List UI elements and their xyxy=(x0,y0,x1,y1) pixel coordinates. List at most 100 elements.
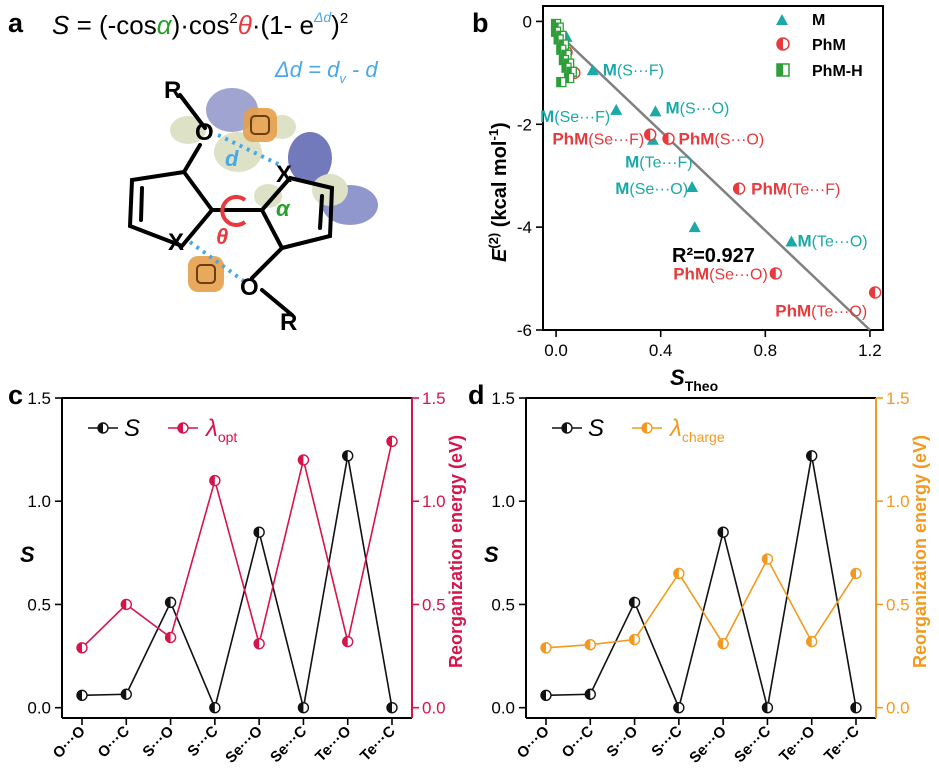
delta-d-definition: Δd = dv - d xyxy=(274,57,378,86)
y-right-tick-label: 0.0 xyxy=(422,699,446,718)
bond xyxy=(260,288,294,317)
series-line-s xyxy=(545,455,857,711)
orbital-lobes xyxy=(170,88,378,225)
orange-orbital xyxy=(188,256,224,292)
thiophene-left xyxy=(127,170,215,249)
x-tick-label: 0.8 xyxy=(753,341,777,360)
point-label: PhM(S···O) xyxy=(679,130,765,149)
legend-label-lambda-main: λ xyxy=(204,415,218,442)
point-lambda-fill xyxy=(387,436,392,447)
y-axis-label-main: E xyxy=(489,248,511,262)
panel-c-line-chart: c 0.0 0.00.5 0.51.0 1.01.5 1.5O···O O···C S···… xyxy=(8,380,466,767)
delta-sub: v xyxy=(339,71,347,86)
point-s-fill xyxy=(254,527,260,538)
legend-marker-s-fill xyxy=(98,423,103,433)
fit-line xyxy=(555,30,871,331)
legend-marker-square-fill xyxy=(777,64,783,76)
point-s-fill xyxy=(585,689,591,700)
point-label-bold: M xyxy=(615,179,629,198)
point-phm-fill xyxy=(869,286,876,298)
y-axis-label-sup: (2) xyxy=(486,233,501,249)
point-s-fill xyxy=(77,690,82,701)
legend-item-phm: PhM xyxy=(776,37,846,54)
point-lambda-fill xyxy=(762,554,768,565)
point-label-bold: PhM xyxy=(775,301,811,320)
y-right-tick-label: 0.5 xyxy=(886,595,910,614)
scatter-points xyxy=(550,18,882,299)
y-left-tick-label: 1.5 xyxy=(491,389,515,408)
formula-sup2: 2 xyxy=(229,10,237,27)
point-lambda-fill xyxy=(718,638,724,649)
orbital-lobe xyxy=(288,132,332,184)
y-left-tick-label: 0.0 xyxy=(491,699,515,718)
orbital-lobe xyxy=(170,116,206,144)
point-label-bold: PhM xyxy=(751,180,787,199)
panel-a-molecule: a S = (-cosα)·cos2θ·(1- eΔd)2 Δd = dv - … xyxy=(8,8,378,336)
point-label: PhM(Se···O) xyxy=(673,264,768,283)
point-phm-h-fill xyxy=(554,34,559,44)
y-left-tick-label: 1.0 xyxy=(27,492,51,511)
y-axis-right-label: Reorganization energy (eV) xyxy=(910,435,930,668)
legend-label: PhM-H xyxy=(812,63,863,80)
y-right-tick-label: 1.5 xyxy=(422,389,446,408)
point-lambda-fill xyxy=(342,636,348,647)
formula-theta: θ xyxy=(238,10,252,40)
formula-end: ) xyxy=(331,10,340,40)
y-tick-label: -4 xyxy=(517,218,532,237)
point-label-bold: PhM xyxy=(552,130,588,149)
point-m xyxy=(785,235,798,247)
x-tick-label: O···C xyxy=(95,723,134,762)
label-theta: θ xyxy=(216,224,228,249)
point-label-bold: PhM xyxy=(673,264,709,283)
atom-labels: R O X X O R xyxy=(164,77,297,336)
series-line-lambda xyxy=(81,441,393,649)
x-tick-label: O···C xyxy=(559,723,598,762)
point-phm-h-fill xyxy=(564,73,570,83)
y-left-tick-label: 0.0 xyxy=(27,699,51,718)
x-tick-label: Te···O xyxy=(776,723,819,766)
legend-label: M xyxy=(812,12,825,29)
x-tick-label: S···O xyxy=(603,723,641,761)
panel-b-scatter: b 0.0 0.4 0.8 1.20-2-4-6 M(S···F)M(S···O)M(… xyxy=(472,5,884,394)
point-label: M(Te···O) xyxy=(797,232,867,251)
point-phm-h-fill xyxy=(556,77,562,87)
contact-top xyxy=(217,133,281,167)
axis-ticks: 0.0 0.00.5 0.51.0 1.01.5 1.5O···O O···C S···O S… xyxy=(27,389,445,767)
point-label-rest: (Se···F) xyxy=(588,132,644,149)
legend-label-lambda-sub: charge xyxy=(682,429,725,445)
formula-eq: = (-cos xyxy=(69,10,156,40)
point-label-bold: M xyxy=(797,232,811,251)
x-tick-label: Se···O xyxy=(686,723,730,767)
point-label-rest: (Te···F) xyxy=(787,182,840,199)
y-right-tick-label: 1.0 xyxy=(886,492,910,511)
thiophene-right xyxy=(260,175,335,251)
y-left-tick-label: 0.5 xyxy=(491,595,515,614)
series-line-lambda xyxy=(545,557,857,649)
point-label-bold: PhM xyxy=(679,130,715,149)
y-right-tick-label: 1.0 xyxy=(422,492,446,511)
atom-r-top: R xyxy=(164,77,181,104)
delta-lhs: Δd = d xyxy=(274,57,340,82)
point-lambda-fill xyxy=(806,636,812,647)
formula-mid2: ·(1- e xyxy=(252,10,314,40)
x-tick-label: 0.4 xyxy=(649,341,673,360)
y-axis-right-label: Reorganization energy (eV) xyxy=(446,435,466,668)
y-axis-label-unit-sup: -1 xyxy=(486,129,501,141)
panel-label-c: c xyxy=(8,380,23,410)
legend: S λopt xyxy=(88,415,237,445)
point-label-bold: M xyxy=(540,107,554,126)
point-m xyxy=(686,181,699,193)
point-label: M(Se···O) xyxy=(615,179,688,198)
legend-label-s: S xyxy=(124,415,140,442)
x-tick-label: Se···O xyxy=(222,723,266,767)
label-alpha: α xyxy=(276,196,291,221)
y-left-tick-label: 1.0 xyxy=(491,492,515,511)
molecule-bonds xyxy=(127,93,335,317)
point-lambda-fill xyxy=(851,568,856,579)
bond xyxy=(250,246,284,280)
series-line-s xyxy=(81,455,393,711)
point-s-fill xyxy=(762,702,768,713)
point-label-rest: (S···O) xyxy=(714,132,764,149)
y-tick-label: -6 xyxy=(517,321,532,340)
formula-s: S xyxy=(52,10,70,40)
